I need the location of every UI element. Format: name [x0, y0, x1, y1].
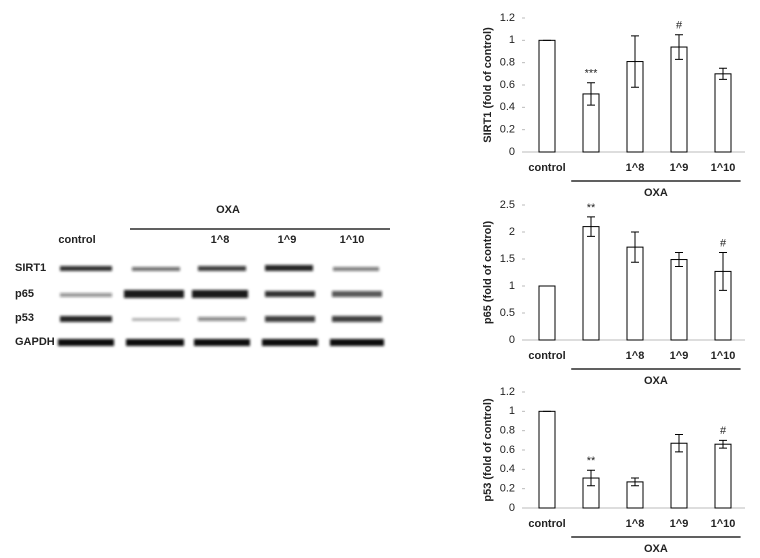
y-tick-label: 1	[509, 280, 515, 292]
blot-group-label: OXA	[216, 204, 240, 216]
western-blot: OXA control 1^8 1^9 1^10 SIRT1 p65 p53 G…	[15, 204, 390, 348]
x-tick-label: 1^9	[670, 350, 689, 362]
x-tick-label: 1^8	[626, 518, 645, 530]
x-tick-label: control	[528, 518, 565, 530]
row-label: p65	[15, 288, 34, 300]
y-axis-label: p53 (fold of control)	[482, 398, 494, 502]
x-tick-label: control	[528, 350, 565, 362]
row-label: p53	[15, 312, 34, 324]
bar	[670, 442, 688, 509]
blot-bands	[58, 265, 384, 346]
bar	[714, 73, 732, 153]
bar-annotation: #	[720, 425, 727, 437]
bar-annotation: **	[587, 455, 596, 467]
y-tick-label: 0.2	[500, 483, 515, 495]
lane-label: 1^9	[278, 234, 297, 246]
error-bar	[587, 82, 595, 106]
y-tick-label: 1.2	[500, 12, 515, 24]
x-tick-label: 1^10	[711, 162, 736, 174]
bar	[670, 46, 688, 153]
group-label: OXA	[644, 375, 668, 387]
y-tick-label: 1.5	[500, 253, 515, 265]
y-axis-label: SIRT1 (fold of control)	[482, 27, 494, 143]
y-tick-label: 1.2	[500, 386, 515, 398]
y-tick-label: 0	[509, 334, 515, 346]
x-tick-label: 1^8	[626, 162, 645, 174]
x-tick-label: 1^10	[711, 350, 736, 362]
x-tick-label: 1^10	[711, 518, 736, 530]
error-bar	[631, 35, 639, 88]
error-bar	[719, 439, 727, 449]
error-bar	[719, 67, 727, 80]
y-tick-label: 0.2	[500, 124, 515, 136]
bar	[538, 285, 556, 341]
error-bar	[587, 469, 595, 487]
error-bar	[631, 477, 639, 487]
bar-annotation: #	[676, 20, 683, 32]
bar	[670, 259, 688, 341]
bar	[538, 39, 556, 153]
x-tick-label: 1^8	[626, 350, 645, 362]
x-tick-label: 1^9	[670, 518, 689, 530]
error-bar	[631, 231, 639, 263]
y-tick-label: 2.5	[500, 199, 515, 211]
y-tick-label: 0.8	[500, 425, 515, 437]
row-label: SIRT1	[15, 262, 46, 274]
y-tick-label: 0.4	[500, 463, 515, 475]
bar-annotation: #	[720, 237, 727, 249]
x-tick-label: 1^9	[670, 162, 689, 174]
bar-annotation: ***	[585, 68, 599, 80]
x-tick-label: control	[528, 162, 565, 174]
error-bar	[587, 216, 595, 237]
bar	[582, 226, 600, 341]
y-tick-label: 0	[509, 502, 515, 514]
bar	[538, 410, 556, 509]
y-tick-label: 0	[509, 146, 515, 158]
y-tick-label: 0.5	[500, 307, 515, 319]
error-bar	[719, 252, 727, 291]
y-tick-label: 0.8	[500, 57, 515, 69]
y-axis-label: p65 (fold of control)	[482, 221, 494, 325]
y-tick-label: 2	[509, 226, 515, 238]
y-tick-label: 0.4	[500, 101, 515, 113]
y-tick-label: 1	[509, 405, 515, 417]
error-bar	[675, 252, 683, 268]
bar	[714, 443, 732, 509]
y-tick-label: 1	[509, 34, 515, 46]
y-tick-label: 0.6	[500, 444, 515, 456]
row-label: GAPDH	[15, 336, 55, 348]
lane-label: control	[58, 234, 95, 246]
lane-label: 1^10	[340, 234, 365, 246]
group-label: OXA	[644, 543, 668, 555]
y-tick-label: 0.6	[500, 79, 515, 91]
bar-annotation: **	[587, 202, 596, 214]
group-label: OXA	[644, 187, 668, 199]
lane-label: 1^8	[211, 234, 230, 246]
error-bar	[675, 434, 683, 453]
error-bar	[675, 34, 683, 60]
